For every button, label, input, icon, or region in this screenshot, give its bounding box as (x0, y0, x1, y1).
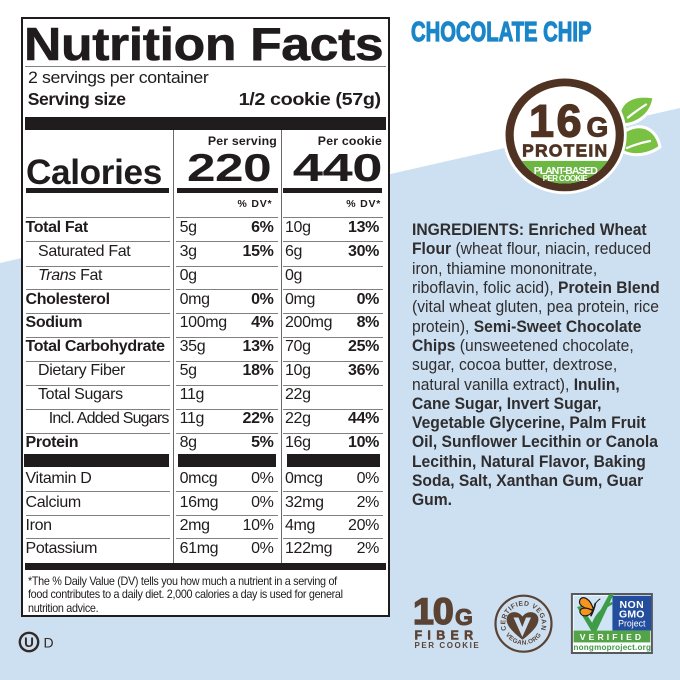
svg-text:PER COOKIE: PER COOKIE (415, 641, 481, 650)
svg-text:FIBER: FIBER (415, 629, 479, 643)
svg-text:D: D (44, 635, 54, 651)
svg-text:U: U (24, 635, 34, 650)
svg-text:Project: Project (618, 619, 646, 629)
svg-text:G: G (587, 111, 609, 142)
svg-text:PER COOKIE: PER COOKIE (543, 174, 589, 183)
svg-text:NON: NON (620, 599, 645, 611)
svg-text:GMO: GMO (619, 608, 645, 620)
svg-text:16: 16 (529, 95, 584, 146)
svg-text:nongmoproject.org: nongmoproject.org (574, 643, 652, 652)
svg-text:PROTEIN: PROTEIN (522, 141, 608, 161)
svg-text:VERIFIED: VERIFIED (580, 632, 644, 642)
svg-text:10: 10 (413, 590, 453, 632)
svg-text:PLANT-BASED: PLANT-BASED (534, 165, 598, 177)
svg-text:G: G (455, 604, 473, 630)
